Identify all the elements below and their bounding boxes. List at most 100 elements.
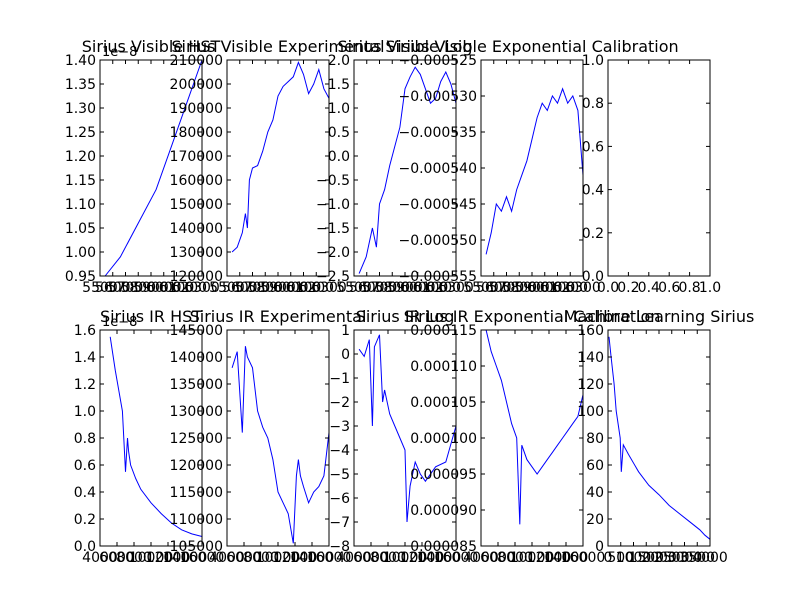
y-tick-label: 0.000100: [410, 431, 477, 447]
y-tick-label: −1: [329, 371, 350, 387]
x-tick-label: 6300: [565, 280, 601, 296]
y-tick-label: −5: [329, 467, 350, 483]
x-tick-label: 1.0: [699, 280, 721, 296]
subplot-title: Sirius IR Experimental: [190, 307, 367, 326]
axes-frame: [480, 329, 584, 547]
y-tick-label: −1.5: [316, 221, 350, 237]
y-tick-label: −0.000540: [398, 161, 477, 177]
x-tick-label: 5700: [108, 280, 144, 296]
x-tick-label: 6000: [226, 550, 262, 566]
series-line-9-0: [608, 336, 711, 540]
y-tick-label: 190000: [170, 101, 223, 117]
x-tick-label: 6300: [184, 280, 220, 296]
x-tick-label: 1000: [616, 550, 652, 566]
y-tick-label: −3: [329, 419, 350, 435]
subplot-2: −2.5−2.0−1.5−1.0−0.50.00.51.01.52.055005…: [316, 37, 474, 296]
x-tick-label: 0.6: [658, 280, 680, 296]
y-tick-label: −0.000550: [398, 233, 477, 249]
x-tick-label: 4000: [82, 550, 118, 566]
x-tick-label: 6100: [540, 280, 576, 296]
x-tick-label: 6000: [273, 280, 309, 296]
subplot-4: 0.00.20.40.60.81.00.00.20.40.60.81.0: [582, 53, 721, 296]
subplot-3: −0.000555 −0.000550 −0.000545 −0.000540 −0.0…: [385, 37, 678, 296]
y-tick-label: −0.000525: [398, 53, 477, 69]
x-tick-label: 3000: [667, 550, 703, 566]
series-line-2-0: [358, 66, 457, 274]
y-tick-label: 0.8: [582, 96, 604, 112]
y-tick-label: 0.8: [74, 431, 96, 447]
x-tick-label: 16000: [307, 550, 352, 566]
x-tick-label: 5700: [362, 280, 398, 296]
x-tick-label: 10000: [510, 550, 555, 566]
x-tick-label: 4000: [209, 550, 245, 566]
y-tick-label: −2.0: [316, 245, 350, 261]
y-tick-label: 0.4: [582, 183, 604, 199]
x-tick-label: 8000: [370, 550, 406, 566]
y-tick-label: 1.10: [65, 197, 96, 213]
subplot-title: Sirius IR HST: [100, 307, 202, 326]
y-tick-label: −6: [329, 491, 350, 507]
y-tick-label: 0.000085: [410, 539, 477, 555]
x-tick-label: 5900: [514, 280, 550, 296]
x-tick-label: 8000: [116, 550, 152, 566]
x-tick-label: 0.4: [638, 280, 660, 296]
y-tick-label: −0.000545: [398, 197, 477, 213]
series-line-5-0: [109, 336, 203, 537]
y-tick-label: 0.95: [65, 269, 96, 285]
x-tick-label: 5600: [222, 280, 258, 296]
axes-frame: [226, 329, 330, 547]
y-tick-label: 160000: [170, 173, 223, 189]
axes-frame: [480, 59, 584, 277]
subplot-5: 0.00.20.40.60.81.01.21.41.64000600080001…: [74, 307, 225, 566]
y-tick-label: 145000: [170, 323, 223, 339]
x-tick-label: 5800: [247, 280, 283, 296]
x-tick-label: 14000: [544, 550, 589, 566]
x-tick-label: 6000: [527, 280, 563, 296]
y-tick-label: 115000: [170, 485, 223, 501]
x-tick-label: 5500: [463, 280, 499, 296]
y-tick-label: 40: [586, 485, 604, 501]
x-tick-label: 14000: [163, 550, 208, 566]
y-tick-label: −2: [329, 395, 350, 411]
series-line-8-0: [485, 329, 584, 525]
y-tick-label: 1: [341, 323, 350, 339]
subplot-title: Sirius IR Exponential Calibration: [404, 307, 661, 326]
y-tick-label: −0.000555: [398, 269, 477, 285]
y-tick-label: 1.6: [74, 323, 96, 339]
x-tick-label: 0.8: [678, 280, 700, 296]
x-tick-label: 16000: [180, 550, 225, 566]
y-tick-label: 1.0: [582, 53, 604, 69]
x-tick-label: 4000: [336, 550, 372, 566]
x-tick-label: 2500: [654, 550, 690, 566]
x-tick-label: 14000: [417, 550, 462, 566]
y-tick-label: 1.0: [328, 101, 350, 117]
y-tick-label: 80: [586, 431, 604, 447]
y-tick-label: 2.0: [328, 53, 350, 69]
y-tick-label: 130000: [170, 404, 223, 420]
y-offset-label: 1e−8: [102, 315, 137, 330]
x-tick-label: 6000: [353, 550, 389, 566]
x-tick-label: 5900: [387, 280, 423, 296]
x-tick-label: 16000: [561, 550, 606, 566]
series-line-7-0: [358, 334, 457, 523]
y-tick-label: −0.000530: [398, 89, 477, 105]
x-tick-label: 8000: [497, 550, 533, 566]
x-tick-label: 6000: [99, 550, 135, 566]
y-tick-label: 125000: [170, 431, 223, 447]
x-tick-label: 6300: [311, 280, 347, 296]
y-tick-label: 0.2: [74, 512, 96, 528]
subplot-title: Sirius Visible Log: [337, 37, 472, 56]
x-tick-label: 6000: [400, 280, 436, 296]
x-tick-label: 5500: [336, 280, 372, 296]
y-tick-label: 20: [586, 512, 604, 528]
subplot-title: Sirius Visible HST: [82, 37, 221, 56]
y-tick-label: 110000: [170, 512, 223, 528]
y-tick-label: 180000: [170, 125, 223, 141]
subplot-title: Sirius Visible Exponential Calibration: [385, 37, 678, 56]
y-tick-label: 1.25: [65, 125, 96, 141]
y-tick-label: 210000: [170, 53, 223, 69]
subplot-0: 0.95 1.00 1.05 1.10 1.15 1.20 1.25 1.30 1.35 1.40…: [65, 37, 221, 296]
x-tick-label: 1500: [628, 550, 664, 566]
y-tick-label: 160: [577, 323, 604, 339]
y-tick-label: −0.000535: [398, 125, 477, 141]
